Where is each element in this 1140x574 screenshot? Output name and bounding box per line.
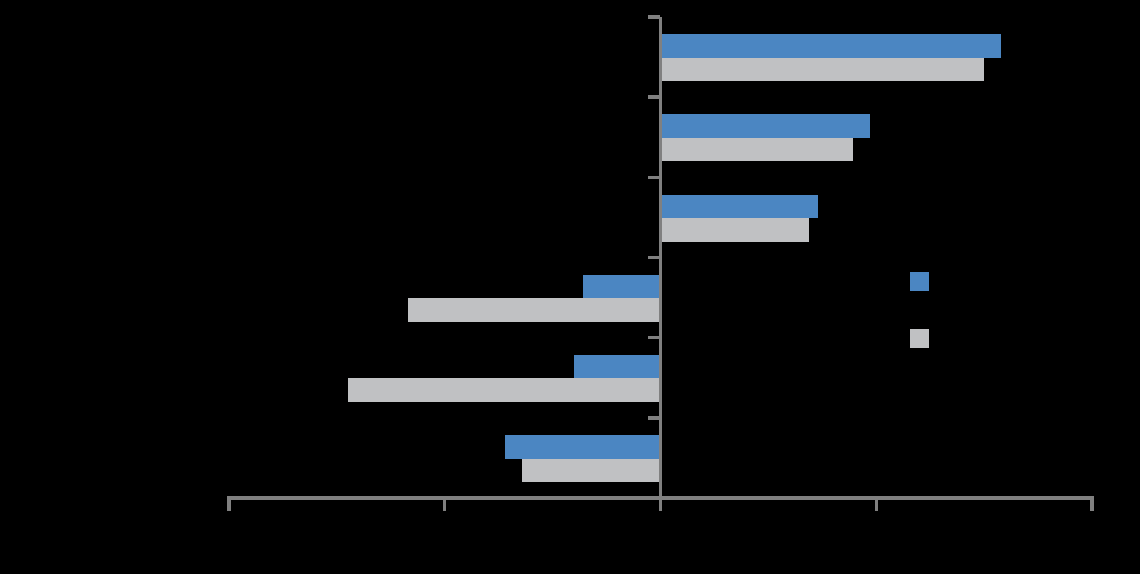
- y-axis-tick-4: [648, 335, 660, 340]
- x-axis-tick-1: [443, 496, 447, 511]
- bar-gray-series-0: [660, 57, 985, 82]
- bar-gray-series-2: [660, 218, 810, 242]
- legend-swatch-blue: [910, 272, 929, 291]
- bar-gray-series-4: [347, 378, 661, 402]
- bar-blue-series-3: [582, 274, 661, 299]
- bar-gray-series-3: [408, 298, 661, 322]
- bar-blue-series-0: [660, 34, 1002, 58]
- bar-gray-series-5: [522, 458, 661, 483]
- y-axis-tick-5: [648, 416, 660, 420]
- bar-blue-series-5: [505, 435, 661, 459]
- y-axis-tick-0: [648, 15, 660, 19]
- x-axis-tick-0: [227, 496, 231, 511]
- y-axis-tick-1: [648, 95, 660, 99]
- x-axis-tick-4: [1090, 496, 1094, 511]
- bar-blue-series-1: [660, 114, 870, 138]
- y-axis-tick-2: [648, 175, 660, 180]
- bar-blue-series-2: [660, 194, 818, 219]
- legend-swatch-gray: [910, 329, 929, 348]
- x-axis-tick-3: [874, 496, 878, 511]
- x-axis-tick-2: [658, 496, 663, 511]
- bar-gray-series-1: [660, 137, 853, 162]
- y-axis-tick-3: [648, 255, 660, 260]
- bar-blue-series-4: [574, 354, 661, 379]
- y-axis-line: [658, 17, 663, 501]
